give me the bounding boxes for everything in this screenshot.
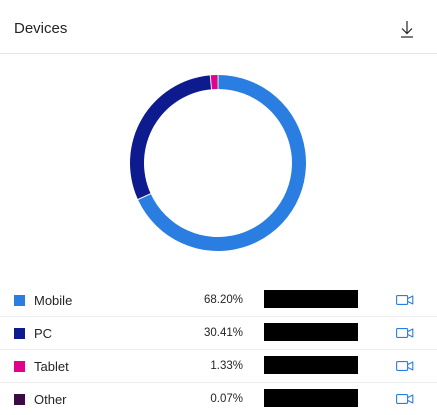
device-row-tablet: Tablet 1.33% [0, 350, 437, 383]
video-camera-icon[interactable] [396, 360, 414, 372]
legend-swatch [14, 295, 25, 306]
device-row-mobile: Mobile 68.20% [0, 284, 437, 317]
device-row-other: Other 0.07% [0, 383, 437, 415]
card-title: Devices [14, 20, 68, 37]
donut-slice-tablet[interactable] [210, 75, 218, 90]
video-camera-icon[interactable] [396, 327, 414, 339]
card-header: Devices [0, 0, 437, 54]
donut-slice-pc[interactable] [130, 75, 212, 200]
redacted-bar [264, 323, 358, 341]
device-percent: 0.07% [210, 393, 243, 405]
device-row-pc: PC 30.41% [0, 317, 437, 350]
device-label: Tablet [34, 359, 69, 374]
redacted-bar [264, 389, 358, 407]
video-camera-icon[interactable] [396, 294, 414, 306]
device-label: PC [34, 326, 53, 341]
download-icon[interactable] [398, 19, 416, 39]
device-label: Other [34, 392, 67, 407]
video-camera-icon[interactable] [396, 393, 414, 405]
device-donut-chart [130, 75, 306, 251]
device-percent: 30.41% [203, 327, 243, 339]
device-percent: 1.33% [210, 360, 243, 372]
redacted-bar [264, 290, 358, 308]
legend-swatch [14, 361, 25, 372]
legend-swatch [14, 328, 25, 339]
redacted-bar [264, 356, 358, 374]
device-percent: 68.20% [203, 294, 243, 306]
legend-swatch [14, 394, 25, 405]
device-label: Mobile [34, 293, 73, 308]
